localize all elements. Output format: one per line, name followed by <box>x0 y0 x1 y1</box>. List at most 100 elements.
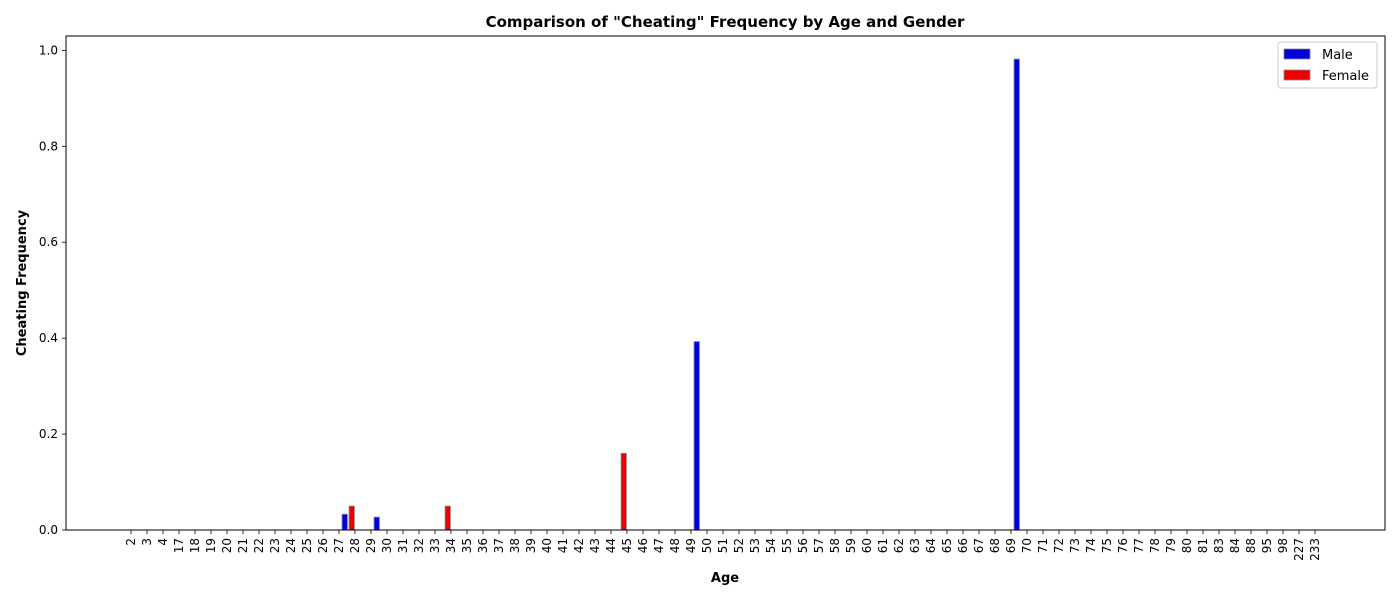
y-tick-label: 0.0 <box>39 523 58 537</box>
x-tick-label: 33 <box>428 538 442 553</box>
x-tick-label: 32 <box>412 538 426 553</box>
x-tick-label: 63 <box>908 538 922 553</box>
bar-male-age-49 <box>693 341 700 531</box>
x-tick-label: 78 <box>1148 538 1162 553</box>
x-tick-label: 46 <box>636 538 650 553</box>
x-tick-label: 41 <box>556 538 570 553</box>
x-tick-label: 31 <box>396 538 410 553</box>
x-tick-label: 26 <box>316 538 330 553</box>
x-tick-label: 49 <box>684 538 698 553</box>
x-tick-label: 55 <box>780 538 794 553</box>
x-tick-label: 54 <box>764 538 778 553</box>
y-tick-label: 1.0 <box>39 43 58 57</box>
x-tick-label: 227 <box>1292 538 1306 561</box>
x-tick-label: 43 <box>588 538 602 553</box>
x-tick-label: 29 <box>364 538 378 553</box>
x-tick-label: 56 <box>796 538 810 553</box>
plot-frame <box>65 35 1386 531</box>
x-tick-label: 24 <box>284 538 298 553</box>
x-tick-label: 45 <box>620 538 634 553</box>
x-tick-label: 81 <box>1196 538 1210 553</box>
x-tick-label: 38 <box>508 538 522 553</box>
x-axis: 2 3 4 17 18 19 20 21 22 23 24 25 26 27 28 29 30 31 32 33 34 3… <box>124 530 1322 561</box>
legend-label-female: Female <box>1322 69 1369 84</box>
x-tick-label: 76 <box>1116 538 1130 553</box>
x-tick-label: 77 <box>1132 538 1146 553</box>
x-tick-label: 60 <box>860 538 874 553</box>
x-tick-label: 36 <box>476 538 490 553</box>
x-tick-label: 80 <box>1180 538 1194 553</box>
x-tick-label: 98 <box>1276 538 1290 553</box>
x-tick-label: 21 <box>236 538 250 553</box>
x-tick-label: 42 <box>572 538 586 553</box>
x-tick-label: 35 <box>460 538 474 553</box>
x-tick-label: 51 <box>716 538 730 553</box>
bar-female-age-28 <box>348 505 355 531</box>
x-tick-label: 20 <box>220 538 234 553</box>
x-tick-label: 44 <box>604 538 618 553</box>
x-tick-label: 48 <box>668 538 682 553</box>
x-tick-label: 83 <box>1212 538 1226 553</box>
x-tick-label: 70 <box>1020 538 1034 553</box>
legend-swatch-female <box>1283 69 1311 81</box>
bar-male-age-27 <box>341 513 348 531</box>
x-tick-label: 4 <box>156 538 170 546</box>
x-tick-label: 52 <box>732 538 746 553</box>
x-tick-label: 19 <box>204 538 218 553</box>
legend: Male Female <box>1277 41 1378 89</box>
x-tick-label: 73 <box>1068 538 1082 553</box>
x-tick-label: 23 <box>268 538 282 553</box>
x-tick-label: 2 <box>124 538 138 546</box>
bar-female-age-45 <box>620 452 627 531</box>
x-tick-label: 233 <box>1308 538 1322 561</box>
x-tick-label: 58 <box>828 538 842 553</box>
x-tick-label: 65 <box>940 538 954 553</box>
legend-swatch-male <box>1283 48 1311 60</box>
x-axis-label: Age <box>711 571 739 586</box>
bars-layer <box>341 58 1020 531</box>
x-tick-label: 67 <box>972 538 986 553</box>
x-tick-label: 3 <box>140 538 154 546</box>
bar-male-age-29 <box>373 516 380 531</box>
x-tick-label: 59 <box>844 538 858 553</box>
y-tick-label: 0.6 <box>39 235 58 249</box>
y-axis: 0.0 0.2 0.4 0.6 0.8 1.0 <box>39 43 66 537</box>
legend-label-male: Male <box>1322 48 1353 63</box>
x-tick-label: 34 <box>444 538 458 553</box>
x-tick-label: 37 <box>492 538 506 553</box>
x-tick-label: 74 <box>1084 538 1098 553</box>
x-tick-label: 84 <box>1228 538 1242 553</box>
x-tick-label: 27 <box>332 538 346 553</box>
x-tick-label: 71 <box>1036 538 1050 553</box>
x-tick-label: 40 <box>540 538 554 553</box>
x-tick-label: 50 <box>700 538 714 553</box>
x-tick-label: 75 <box>1100 538 1114 553</box>
x-tick-label: 18 <box>188 538 202 553</box>
x-tick-label: 17 <box>172 538 186 553</box>
y-axis-label: Cheating Frequency <box>15 209 30 356</box>
y-tick-label: 0.2 <box>39 427 58 441</box>
x-tick-label: 95 <box>1260 538 1274 553</box>
x-tick-label: 68 <box>988 538 1002 553</box>
bar-female-age-34 <box>444 505 451 531</box>
x-tick-label: 30 <box>380 538 394 553</box>
x-tick-label: 25 <box>300 538 314 553</box>
x-tick-label: 22 <box>252 538 266 553</box>
x-tick-label: 72 <box>1052 538 1066 553</box>
x-tick-label: 28 <box>348 538 362 553</box>
x-tick-label: 66 <box>956 538 970 553</box>
x-tick-label: 57 <box>812 538 826 553</box>
y-tick-label: 0.8 <box>39 139 58 153</box>
x-tick-label: 47 <box>652 538 666 553</box>
bar-male-age-69 <box>1013 58 1020 531</box>
y-tick-label: 0.4 <box>39 331 58 345</box>
x-tick-label: 69 <box>1004 538 1018 553</box>
chart-title: Comparison of "Cheating" Frequency by Ag… <box>486 13 965 31</box>
x-tick-label: 79 <box>1164 538 1178 553</box>
x-tick-label: 62 <box>892 538 906 553</box>
x-tick-label: 39 <box>524 538 538 553</box>
x-tick-label: 88 <box>1244 538 1258 553</box>
x-tick-label: 64 <box>924 538 938 553</box>
x-tick-label: 61 <box>876 538 890 553</box>
